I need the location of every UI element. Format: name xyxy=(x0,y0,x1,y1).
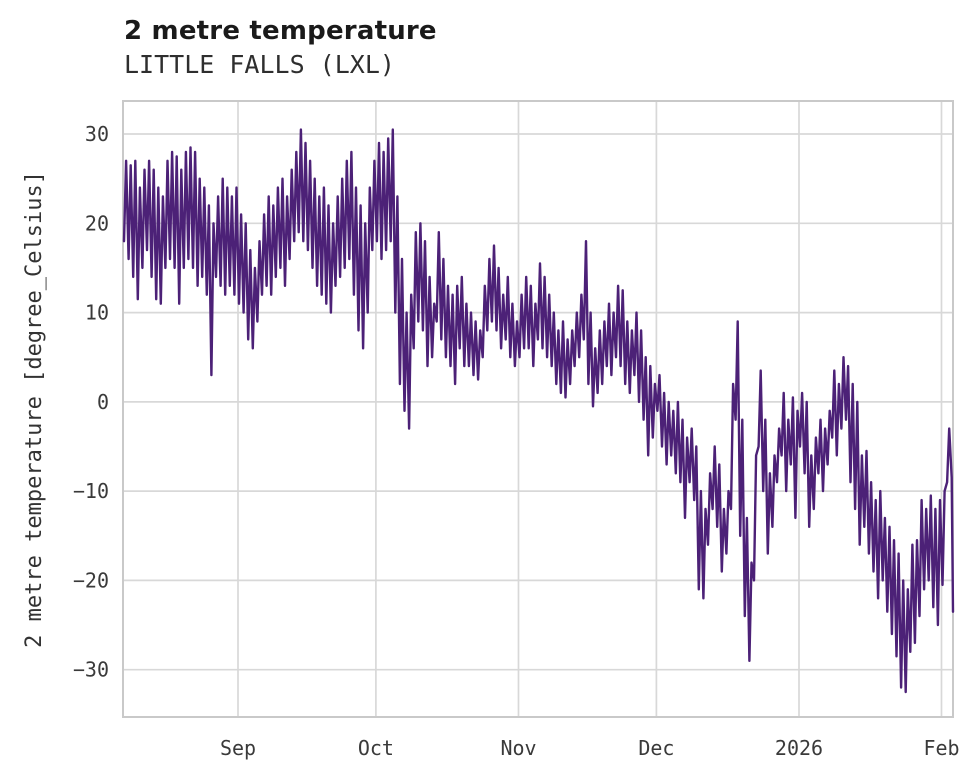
x-tick-label: Oct xyxy=(358,736,394,760)
y-tick-label: 10 xyxy=(85,301,109,325)
temperature-line xyxy=(122,128,955,694)
chart-subtitle: LITTLE FALLS (LXL) xyxy=(124,50,395,79)
y-tick-label: 0 xyxy=(97,390,109,414)
x-tick-label: Sep xyxy=(220,736,256,760)
chart-title: 2 metre temperature xyxy=(124,16,437,46)
y-tick-label: −30 xyxy=(73,658,109,682)
y-tick-label: −10 xyxy=(73,479,109,503)
x-tick-label: Feb xyxy=(923,736,959,760)
x-tick-label: 2026 xyxy=(775,736,823,760)
y-tick-label: −20 xyxy=(73,568,109,592)
x-tick-label: Dec xyxy=(638,736,674,760)
y-tick-label: 30 xyxy=(85,122,109,146)
plot-border xyxy=(122,100,954,718)
y-tick-label: 20 xyxy=(85,211,109,235)
x-tick-label: Nov xyxy=(500,736,536,760)
